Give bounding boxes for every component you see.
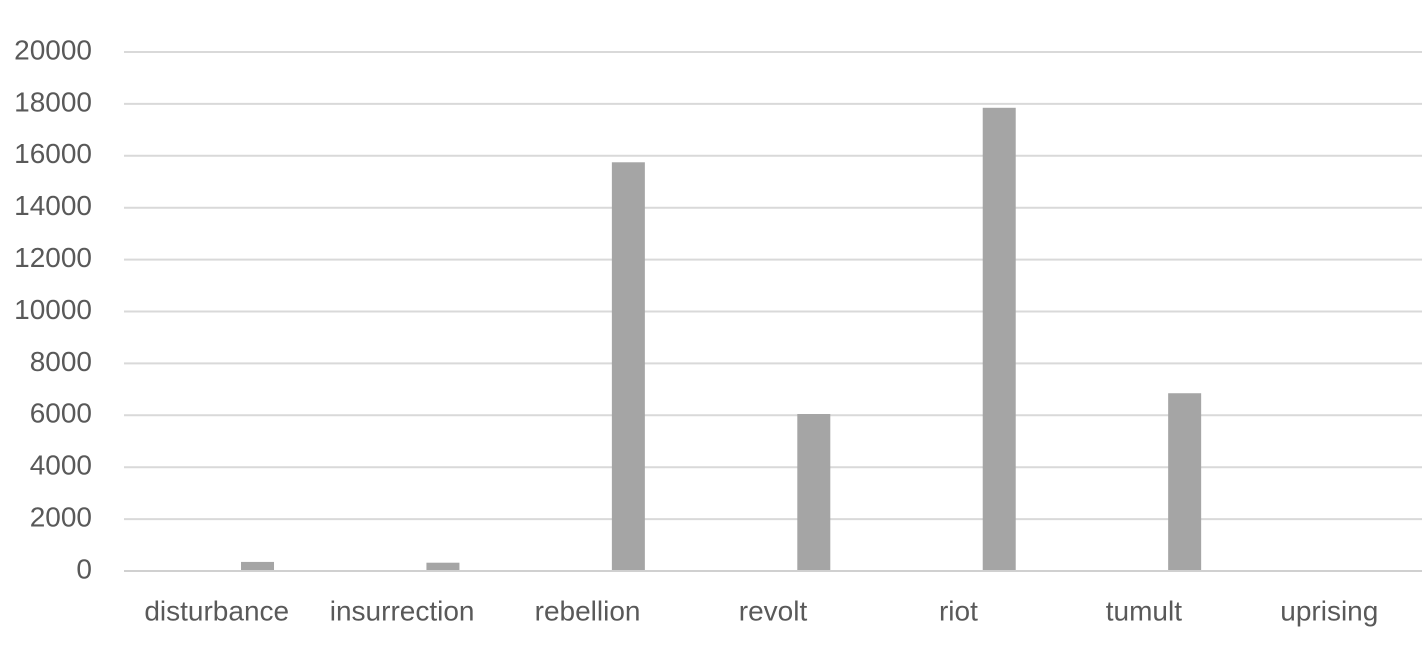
x-tick-label: revolt	[739, 595, 808, 626]
bar-riot	[982, 107, 1016, 571]
y-tick-label: 18000	[14, 86, 92, 117]
x-tick-label: rebellion	[535, 595, 641, 626]
x-tick-label: tumult	[1106, 595, 1182, 626]
y-tick-label: 8000	[30, 346, 92, 377]
y-tick-label: 10000	[14, 294, 92, 325]
y-tick-label: 0	[76, 553, 92, 584]
x-axis-tick-labels: disturbance insurrection rebellion revolt ri…	[144, 595, 1378, 626]
bars	[241, 107, 1202, 571]
y-axis-tick-labels: 0 2000 4000 6000 8000 10000 12000 14000 16000 180…	[14, 34, 92, 584]
x-tick-label: uprising	[1280, 595, 1378, 626]
y-tick-label: 12000	[14, 242, 92, 273]
y-tick-label: 16000	[14, 138, 92, 169]
bar-rebellion	[611, 162, 645, 571]
y-tick-label: 6000	[30, 398, 92, 429]
y-tick-label: 4000	[30, 450, 92, 481]
bar-tumult	[1168, 393, 1202, 571]
x-tick-label: disturbance	[144, 595, 289, 626]
y-tick-label: 2000	[30, 501, 92, 532]
bar-insurrection	[426, 562, 460, 571]
y-tick-label: 14000	[14, 190, 92, 221]
bar-revolt	[797, 414, 831, 571]
x-tick-label: riot	[939, 595, 978, 626]
y-tick-label: 20000	[14, 34, 92, 65]
gridlines	[124, 51, 1422, 521]
x-tick-label: insurrection	[330, 595, 475, 626]
bar-disturbance	[241, 561, 275, 571]
